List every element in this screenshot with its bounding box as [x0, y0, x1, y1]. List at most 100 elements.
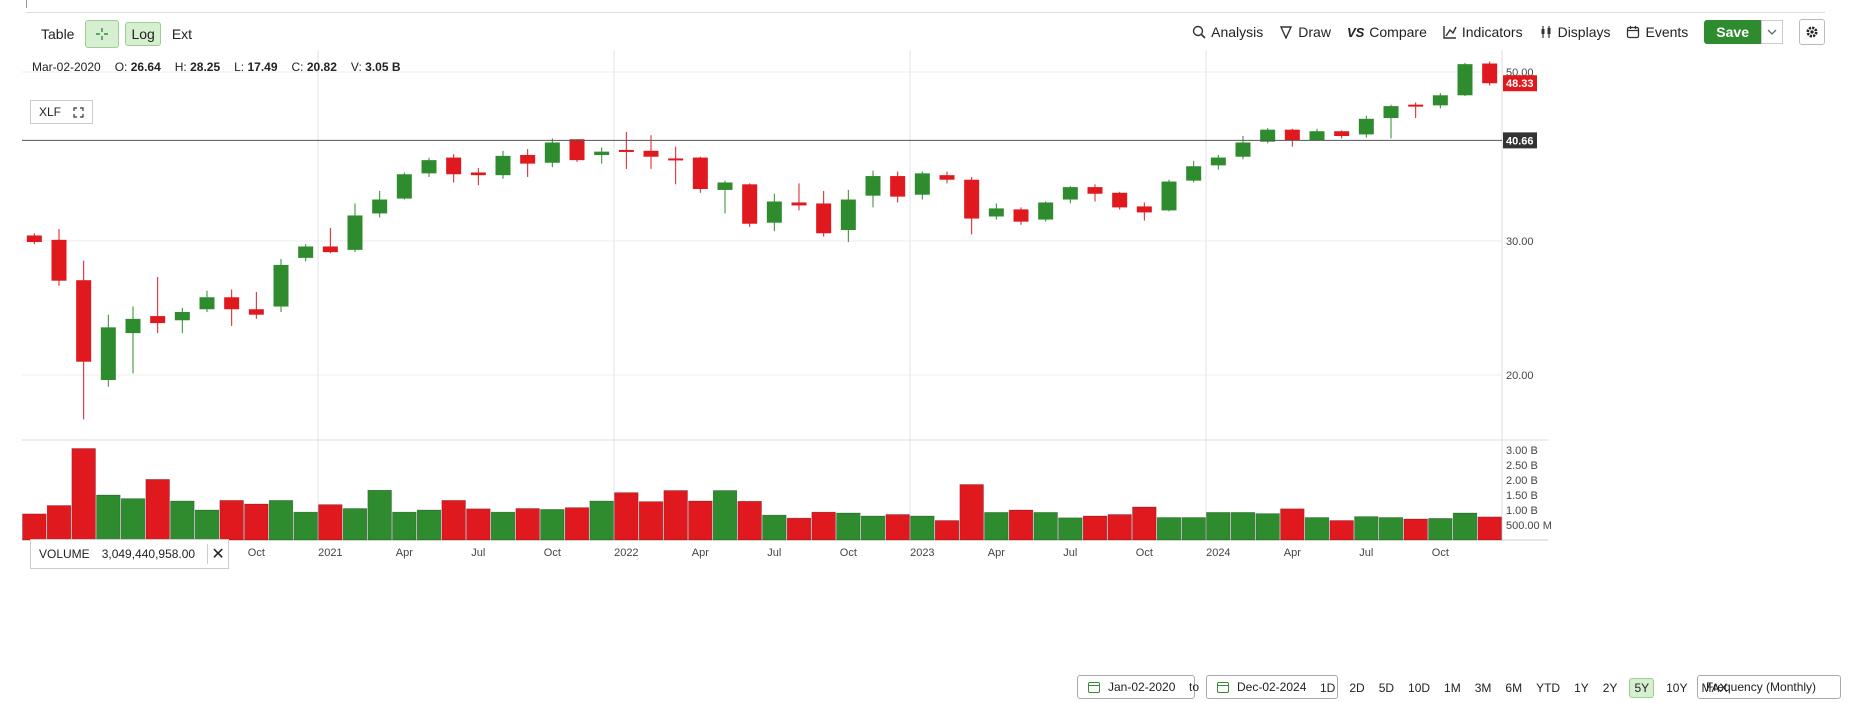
range-2d[interactable]: 2D [1349, 681, 1365, 695]
table-toggle[interactable]: Table [41, 26, 75, 42]
end-date-field[interactable]: Dec-02-2024 [1206, 675, 1338, 699]
candle-body [199, 297, 215, 310]
compare-icon: VS [1346, 24, 1365, 40]
range-5y[interactable]: 5Y [1629, 678, 1655, 698]
volume-bar [120, 498, 146, 541]
expand-icon[interactable] [73, 106, 84, 118]
x-tick-label: Jul [1359, 547, 1373, 559]
candle-body [495, 155, 511, 176]
range-selector: 1D 2D 5D 10D 1M 3M 6M YTD 1Y 2Y 5Y 10Y MAX [1318, 678, 1730, 698]
compare-button[interactable]: VS Compare [1347, 24, 1427, 40]
volume-bar [1008, 509, 1034, 541]
analysis-label: Analysis [1211, 24, 1264, 40]
candle-body [594, 151, 610, 156]
volume-bar [244, 503, 269, 541]
last-price-label: 48.33 [1506, 78, 1534, 90]
candle-body [1112, 192, 1128, 208]
log-scale-toggle[interactable]: Log [125, 22, 161, 46]
analysis-button[interactable]: Analysis [1192, 24, 1263, 40]
x-tick-label: 2022 [614, 547, 638, 559]
volume-bar [1403, 518, 1428, 541]
start-date-field[interactable]: Jan-02-2020 [1077, 675, 1195, 699]
x-tick-label: 2021 [318, 547, 342, 559]
candle-body [890, 176, 906, 197]
ohlc-high: H: 28.25 [174, 60, 221, 74]
toolbar-right: Analysis Draw VS Compare Indicators Disp… [1192, 19, 1825, 45]
candle-body [742, 184, 758, 224]
candle-body [347, 215, 363, 250]
events-button[interactable]: Events [1626, 24, 1688, 40]
range-1m[interactable]: 1M [1444, 681, 1461, 695]
range-1y[interactable]: 1Y [1574, 681, 1589, 695]
candle-body [1038, 202, 1054, 220]
volume-bar [71, 448, 96, 541]
candle-body [1235, 142, 1251, 157]
candle-body [273, 264, 289, 307]
x-tick-label: Jul [767, 547, 781, 559]
crosshair-toggle[interactable] [85, 20, 120, 48]
range-10y[interactable]: 10Y [1666, 681, 1688, 695]
candle-body [840, 199, 856, 231]
volume-bar [1428, 518, 1453, 541]
volume-bar [638, 501, 664, 541]
volume-bar [663, 490, 688, 541]
x-tick-label: 2023 [910, 547, 934, 559]
candle-body [1210, 157, 1226, 166]
volume-tick-label: 3.00 B [1506, 445, 1538, 457]
candle-body [1013, 209, 1029, 222]
volume-bar [46, 505, 72, 541]
volume-tick-label: 1.00 B [1506, 505, 1538, 517]
range-3m[interactable]: 3M [1474, 681, 1492, 695]
draw-icon [1280, 26, 1293, 39]
range-1d[interactable]: 1D [1320, 681, 1336, 695]
range-ytd[interactable]: YTD [1536, 681, 1561, 695]
candle-body [766, 201, 782, 223]
settings-button[interactable] [1799, 19, 1825, 45]
indicators-button[interactable]: Indicators [1443, 24, 1523, 40]
volume-bar [1058, 517, 1083, 541]
draw-button[interactable]: Draw [1279, 24, 1331, 40]
candle-body [964, 179, 980, 219]
volume-bar [1082, 515, 1108, 541]
save-options-button[interactable] [1761, 20, 1783, 44]
displays-button[interactable]: Displays [1539, 24, 1610, 40]
candle-body [1358, 118, 1374, 135]
candle-body [1136, 206, 1152, 213]
volume-bar [145, 479, 170, 541]
close-volume-button[interactable]: ✕ [207, 544, 228, 564]
range-2y[interactable]: 2Y [1602, 681, 1618, 695]
volume-bar [392, 511, 417, 541]
compare-label: Compare [1369, 24, 1427, 40]
date-range-to-label: to [1189, 680, 1200, 694]
range-6m[interactable]: 6M [1505, 681, 1523, 695]
calendar-icon [1217, 681, 1229, 693]
volume-bar [342, 508, 368, 541]
extended-hours-toggle[interactable]: Ext [171, 26, 193, 42]
save-button[interactable]: Save [1704, 20, 1761, 44]
ohlc-readout: Mar-02-2020 O: 26.64 H: 28.25 L: 17.49 C… [32, 60, 401, 74]
volume-bar [688, 500, 713, 541]
candle-body [224, 297, 240, 310]
volume-bar [515, 508, 540, 541]
frequency-select[interactable]: Frequency (Monthly) [1697, 675, 1841, 699]
range-max[interactable]: MAX [1701, 681, 1728, 695]
volume-bar [589, 500, 614, 541]
last-price-badge [1503, 75, 1537, 92]
volume-bar [1255, 513, 1280, 541]
symbol-tag[interactable]: XLF [30, 100, 94, 124]
volume-bar [811, 511, 836, 541]
events-label: Events [1645, 24, 1689, 40]
top-edge-marker [26, 0, 27, 8]
range-5d[interactable]: 5D [1378, 681, 1395, 695]
volume-bar [959, 484, 984, 541]
volume-bar [1107, 514, 1132, 541]
x-tick-label: Jul [471, 547, 485, 559]
volume-bar [1280, 508, 1305, 541]
volume-bar [1378, 517, 1404, 541]
y-tick-label: 20.00 [1506, 370, 1534, 382]
range-10d[interactable]: 10D [1408, 681, 1431, 695]
toolbar-left: Table Log Ext [36, 20, 197, 48]
volume-bar [1156, 517, 1182, 541]
volume-tick-label: 2.50 B [1506, 460, 1538, 472]
